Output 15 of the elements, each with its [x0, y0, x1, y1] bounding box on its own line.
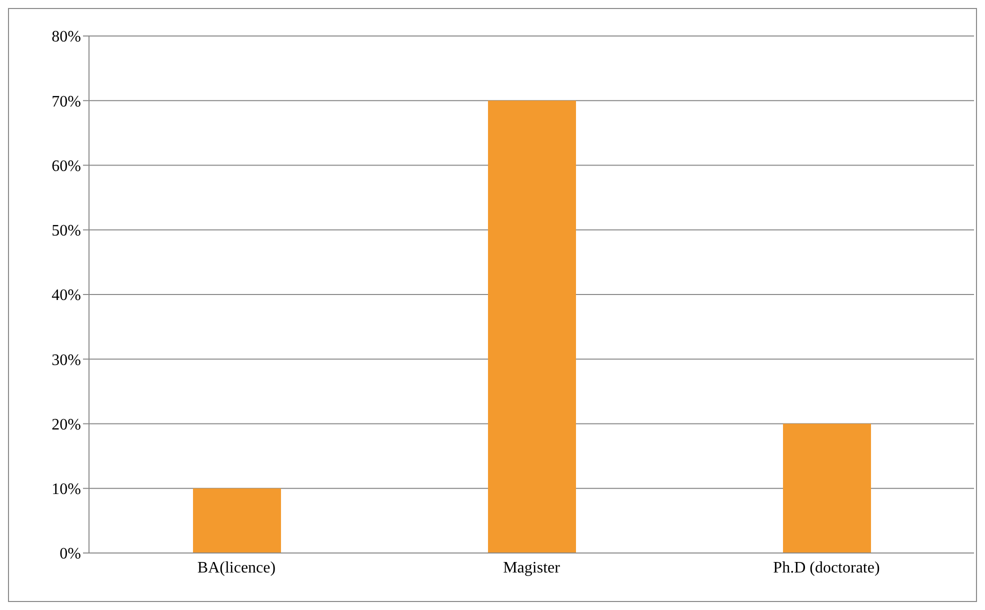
- y-tick-label: 40%: [52, 287, 81, 304]
- y-tick-label: 70%: [52, 93, 81, 110]
- y-tick-label: 10%: [52, 481, 81, 498]
- bar: [488, 100, 576, 553]
- x-tick-label: Ph.D (doctorate): [773, 559, 880, 576]
- y-tick-label: 20%: [52, 416, 81, 434]
- y-tick-label: 60%: [52, 158, 81, 175]
- y-tick-label: 50%: [52, 222, 81, 240]
- y-tick-label: 30%: [52, 352, 81, 369]
- x-tick-label: Magister: [503, 559, 561, 576]
- y-tick-label: 0%: [60, 546, 81, 563]
- x-tick-label: BA(licence): [197, 559, 276, 576]
- bar: [193, 488, 281, 553]
- y-tick-label: 80%: [52, 28, 81, 46]
- bar: [783, 424, 871, 553]
